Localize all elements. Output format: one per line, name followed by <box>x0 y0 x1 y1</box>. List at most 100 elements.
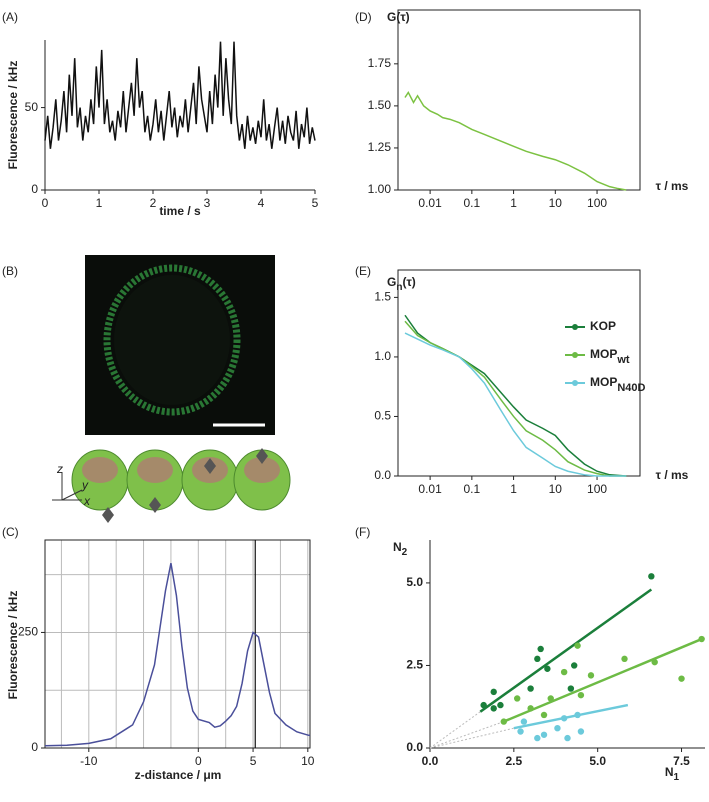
data-line <box>44 562 311 747</box>
plot-frame <box>397 9 641 191</box>
x-tick-label: 5 <box>312 196 319 210</box>
y-tick-label: 5.0 <box>406 575 423 589</box>
x-tick-label: 10 <box>549 196 563 210</box>
axis-label: τ / ms <box>656 468 689 482</box>
x-tick-label: 3 <box>204 196 211 210</box>
cell-interior <box>114 275 230 405</box>
point <box>540 731 548 738</box>
point <box>648 573 655 580</box>
point <box>490 688 497 696</box>
legend-name: MOP <box>590 375 617 389</box>
y-tick-label: 1.25 <box>368 140 392 154</box>
fit-extension <box>429 727 514 749</box>
point <box>527 685 534 692</box>
x-tick-label: 5 <box>250 754 257 768</box>
y-tick-label: 0.5 <box>374 409 391 423</box>
point <box>480 701 487 709</box>
point <box>574 642 581 649</box>
y-tick-label: 0 <box>31 740 38 754</box>
axis-icon-label: z <box>56 462 63 476</box>
microscopy-panel: z y x (B) <box>2 255 291 523</box>
y-tick-label: 1.00 <box>368 182 392 196</box>
axis-icon-label: x <box>83 494 91 508</box>
x-tick-label: 100 <box>587 196 607 210</box>
legend-marker <box>572 380 578 386</box>
axis-label-part: N <box>665 765 674 779</box>
x-tick-label: 0.0 <box>422 754 439 768</box>
point <box>527 705 534 712</box>
legend-label: KOP <box>590 319 616 333</box>
point <box>534 734 541 742</box>
data-line <box>404 90 627 191</box>
point <box>554 724 561 732</box>
x-tick-label: -10 <box>80 754 98 768</box>
point <box>537 645 544 653</box>
panel-label: (A) <box>2 10 18 24</box>
y-tick-label: 250 <box>18 625 38 639</box>
x-tick-label: 100 <box>587 482 607 496</box>
point <box>571 662 578 669</box>
point <box>698 635 705 643</box>
series-line <box>404 332 627 477</box>
point <box>500 718 507 725</box>
legend-marker <box>572 352 578 358</box>
point <box>560 668 568 676</box>
cell-diagram <box>52 448 291 523</box>
x-tick-label: 0.1 <box>464 482 481 496</box>
panel-label: (D) <box>355 10 372 24</box>
x-tick-label: 1 <box>510 482 517 496</box>
y-tick-label: 0 <box>31 182 38 196</box>
point <box>534 655 541 663</box>
y-tick-label: 1.5 <box>374 290 391 304</box>
y-tick-label: 2.5 <box>406 658 423 672</box>
y-tick-label: 0.0 <box>374 468 391 482</box>
panel-label: (E) <box>355 264 371 278</box>
x-tick-label: 5.0 <box>589 754 606 768</box>
point <box>540 711 548 719</box>
fit-line <box>479 588 653 713</box>
panel-label: (F) <box>355 525 370 539</box>
legend-name: KOP <box>590 319 616 333</box>
point <box>560 715 568 722</box>
data-line <box>44 41 316 149</box>
axis-label: N1 <box>665 765 680 782</box>
x-tick-label: 1 <box>510 196 517 210</box>
cell-membrane <box>103 264 241 416</box>
y-tick-label: 1.75 <box>368 56 392 70</box>
axis-label: Fluorescence / kHz <box>6 591 20 700</box>
series-line <box>404 320 627 477</box>
point <box>520 718 528 725</box>
axis-label: time / s <box>159 204 201 218</box>
point <box>651 658 658 666</box>
axis-icon-label: y <box>81 478 89 492</box>
axis-label-part: 2 <box>402 547 408 558</box>
axis-label: Fluorescence / kHz <box>6 61 20 170</box>
x-tick-label: 7.5 <box>673 754 690 768</box>
fit-line <box>513 703 629 730</box>
x-tick-label: 10 <box>549 482 563 496</box>
point <box>621 655 628 663</box>
y-tick-label: 1.50 <box>368 98 392 112</box>
legend-subscript: N40D <box>617 382 645 394</box>
axis-label-part: 1 <box>674 772 680 783</box>
point <box>497 701 504 709</box>
point <box>574 711 581 719</box>
axis-label: τ / ms <box>656 179 689 193</box>
point <box>577 728 585 735</box>
axis-label-part: N <box>393 540 402 554</box>
point <box>513 695 521 702</box>
panel-label: (B) <box>2 264 18 278</box>
y-tick-label: 0.0 <box>406 740 423 754</box>
x-tick-label: 2.5 <box>505 754 522 768</box>
point <box>517 728 524 735</box>
point <box>678 675 685 682</box>
legend-label: MOPN40D <box>590 375 646 394</box>
axis-label: N2 <box>393 540 408 557</box>
point <box>490 705 497 712</box>
fit-line <box>503 637 703 723</box>
x-tick-label: 0.1 <box>464 196 481 210</box>
point <box>564 734 571 742</box>
x-tick-label: 10 <box>301 754 315 768</box>
point <box>567 685 575 692</box>
